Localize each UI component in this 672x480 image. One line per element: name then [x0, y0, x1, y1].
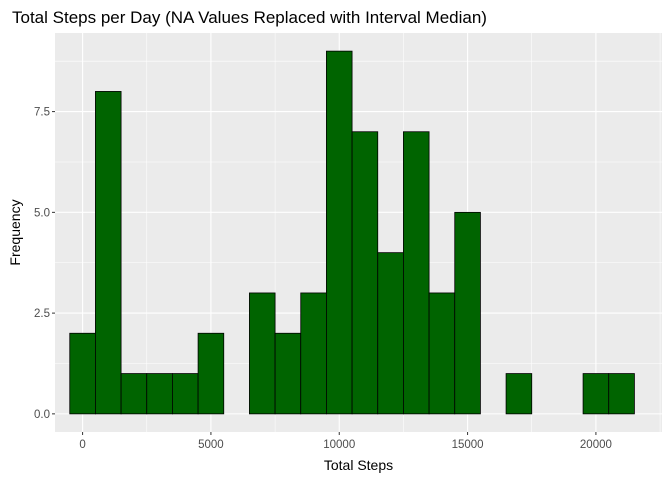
x-tick-label: 20000: [580, 439, 612, 451]
x-tick-label: 10000: [323, 439, 355, 451]
y-tick-label: 0.0: [34, 409, 50, 421]
histogram-bar: [300, 292, 327, 415]
histogram-bar: [608, 373, 635, 415]
y-tick-label: 5.0: [34, 207, 50, 219]
histogram-bar: [69, 332, 96, 415]
histogram-bar: [403, 131, 430, 415]
histogram-bar: [326, 50, 353, 415]
histogram-bar: [582, 373, 610, 415]
histogram-bar: [505, 373, 533, 415]
x-tick-label: 15000: [452, 439, 484, 451]
histogram-bar: [249, 292, 276, 415]
histogram-bars: [69, 50, 635, 415]
histogram-bar: [454, 211, 481, 415]
histogram-bar: [428, 292, 456, 415]
x-axis-ticks: 0 5000 10000 15000 20000: [79, 432, 612, 451]
histogram-bar: [172, 373, 199, 415]
x-axis-title: Total Steps: [324, 457, 393, 473]
y-tick-label: 2.5: [34, 308, 50, 320]
histogram-bar: [120, 373, 148, 415]
histogram-bar: [377, 252, 404, 415]
x-tick-label: 0: [79, 439, 85, 451]
chart-title: Total Steps per Day (NA Values Replaced …: [12, 8, 487, 27]
y-tick-label: 7.5: [34, 107, 50, 119]
histogram-bar: [274, 332, 302, 415]
y-axis-ticks: 0.0 2.5 5.0 7.5: [34, 107, 55, 421]
histogram-bar: [95, 91, 122, 415]
histogram-bar: [146, 373, 173, 415]
x-tick-label: 5000: [198, 439, 224, 451]
histogram-bar: [351, 131, 379, 415]
y-axis-title: Frequency: [7, 199, 23, 265]
histogram-bar: [197, 332, 225, 415]
